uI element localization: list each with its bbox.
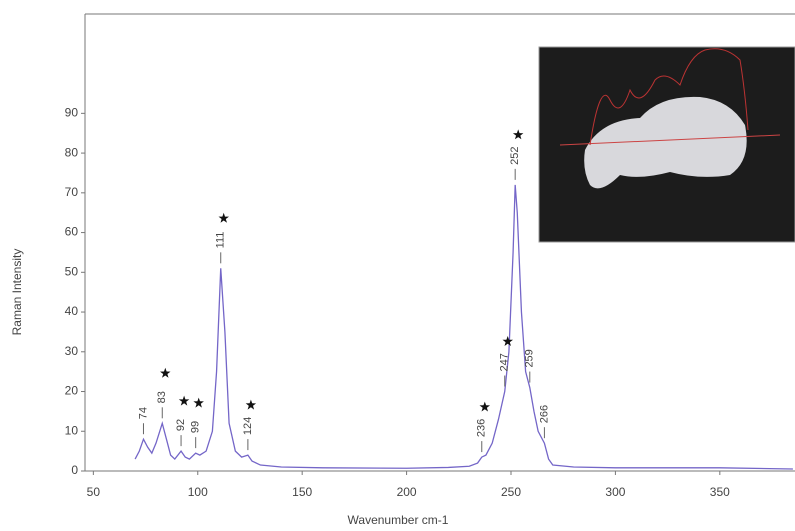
- x-axis-label: Wavenumber cm-1: [348, 513, 449, 527]
- y-axis-label: Raman Intensity: [10, 249, 24, 336]
- peak-star: [193, 397, 204, 408]
- peak-star: [502, 336, 513, 346]
- peak-star: [512, 129, 524, 140]
- peak-star: [178, 395, 190, 406]
- y-tick-label: 60: [65, 225, 79, 239]
- peak-label: 259: [524, 349, 536, 367]
- y-tick-label: 70: [65, 185, 79, 199]
- peak-star: [479, 401, 490, 412]
- peak-star: [245, 399, 257, 410]
- x-tick-label: 100: [188, 485, 208, 499]
- y-tick-label: 20: [65, 384, 79, 398]
- peak-label: 124: [242, 417, 254, 435]
- peak-label: 247: [499, 353, 511, 371]
- peak-label: 99: [190, 421, 202, 433]
- peak-label: 74: [137, 407, 149, 419]
- y-tick-label: 90: [65, 106, 79, 120]
- x-tick-label: 150: [292, 485, 312, 499]
- x-tick-label: 200: [397, 485, 417, 499]
- peak-label: 111: [215, 232, 227, 249]
- x-tick-label: 300: [605, 485, 625, 499]
- peak-star: [218, 212, 229, 223]
- y-tick-label: 0: [71, 463, 78, 477]
- y-tick-label: 10: [65, 423, 79, 437]
- y-tick-label: 40: [65, 304, 79, 318]
- y-tick-label: 30: [65, 344, 79, 358]
- x-tick-label: 350: [710, 485, 730, 499]
- peak-label: 92: [175, 419, 187, 431]
- peak-label: 236: [476, 419, 488, 437]
- peak-star: [160, 367, 171, 378]
- y-tick-label: 50: [65, 264, 79, 278]
- peak-label: 83: [156, 391, 168, 403]
- x-tick-label: 50: [87, 485, 101, 499]
- x-tick-label: 250: [501, 485, 521, 499]
- y-tick-label: 80: [65, 145, 79, 159]
- inset-photo: [538, 46, 795, 243]
- peak-label: 266: [538, 405, 550, 423]
- peak-label: 252: [509, 147, 521, 165]
- spectrum-line: [134, 184, 793, 470]
